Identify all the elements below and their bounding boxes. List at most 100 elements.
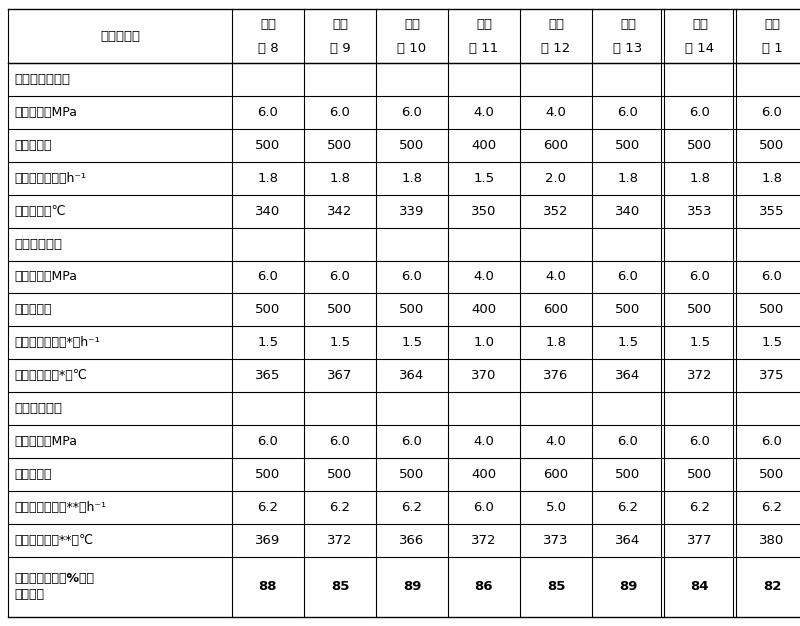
Text: 反应压力，MPa: 反应压力，MPa [14, 270, 78, 284]
Text: 例 1: 例 1 [762, 41, 782, 54]
Text: 6.2: 6.2 [258, 501, 278, 514]
Text: 366: 366 [399, 533, 425, 546]
Text: 89: 89 [618, 580, 637, 593]
Text: 1.5: 1.5 [618, 336, 638, 349]
Text: 500: 500 [255, 304, 281, 316]
Text: 350: 350 [471, 205, 497, 218]
Text: 369: 369 [255, 533, 281, 546]
Text: 6.0: 6.0 [402, 270, 422, 284]
Text: 340: 340 [615, 205, 641, 218]
Text: 氢油体积比: 氢油体积比 [14, 139, 52, 152]
Text: 372: 372 [327, 533, 353, 546]
Text: 500: 500 [687, 139, 713, 152]
Text: 加氢预精制条件: 加氢预精制条件 [14, 73, 70, 86]
Text: 6.0: 6.0 [330, 435, 350, 448]
Text: 对比: 对比 [764, 18, 780, 31]
Text: 400: 400 [471, 139, 497, 152]
Text: 500: 500 [255, 139, 281, 152]
Text: 2.0: 2.0 [546, 172, 566, 185]
Text: 352: 352 [543, 205, 569, 218]
Text: 500: 500 [399, 468, 425, 481]
Text: 500: 500 [687, 468, 713, 481]
Text: 6.2: 6.2 [330, 501, 350, 514]
Text: 实施: 实施 [692, 18, 708, 31]
Text: 500: 500 [615, 304, 641, 316]
Text: 372: 372 [687, 369, 713, 382]
Text: 1.5: 1.5 [402, 336, 422, 349]
Text: 82: 82 [763, 580, 781, 593]
Text: 364: 364 [399, 369, 425, 382]
Text: 实施: 实施 [548, 18, 564, 31]
Text: 总液时体积空速*，h⁻¹: 总液时体积空速*，h⁻¹ [14, 336, 100, 349]
Text: 实施: 实施 [332, 18, 348, 31]
Text: 4.0: 4.0 [474, 435, 494, 448]
Text: 实施例编号: 实施例编号 [100, 30, 140, 43]
Text: 364: 364 [615, 533, 641, 546]
Text: 氢油体积比: 氢油体积比 [14, 304, 52, 316]
Text: 实施: 实施 [404, 18, 420, 31]
Text: 例 8: 例 8 [258, 41, 278, 54]
Text: 例 9: 例 9 [330, 41, 350, 54]
Text: 4.0: 4.0 [546, 270, 566, 284]
Text: 500: 500 [399, 304, 425, 316]
Text: 86: 86 [474, 580, 494, 593]
Text: 低凝柴油收率，%（质
量分数）: 低凝柴油收率，%（质 量分数） [14, 572, 94, 601]
Text: 89: 89 [402, 580, 421, 593]
Text: 1.8: 1.8 [546, 336, 566, 349]
Text: 500: 500 [327, 139, 353, 152]
Text: 总液时体积空速**，h⁻¹: 总液时体积空速**，h⁻¹ [14, 501, 106, 514]
Text: 373: 373 [543, 533, 569, 546]
Text: 500: 500 [759, 139, 785, 152]
Text: 1.5: 1.5 [762, 336, 782, 349]
Text: 例 12: 例 12 [542, 41, 570, 54]
Text: 372: 372 [471, 533, 497, 546]
Text: 1.5: 1.5 [330, 336, 350, 349]
Text: 平均反应温度*，℃: 平均反应温度*，℃ [14, 369, 87, 382]
Text: 1.8: 1.8 [402, 172, 422, 185]
Text: 6.0: 6.0 [402, 106, 422, 119]
Text: 400: 400 [471, 304, 497, 316]
Text: 6.2: 6.2 [762, 501, 782, 514]
Text: 500: 500 [399, 139, 425, 152]
Text: 1.5: 1.5 [690, 336, 710, 349]
Text: 1.8: 1.8 [762, 172, 782, 185]
Text: 6.0: 6.0 [258, 435, 278, 448]
Text: 500: 500 [759, 468, 785, 481]
Text: 85: 85 [546, 580, 565, 593]
Text: 6.0: 6.0 [690, 270, 710, 284]
Text: 反应压力，MPa: 反应压力，MPa [14, 106, 78, 119]
Text: 6.0: 6.0 [258, 106, 278, 119]
Text: 4.0: 4.0 [546, 435, 566, 448]
Text: 1.8: 1.8 [258, 172, 278, 185]
Text: 600: 600 [543, 139, 569, 152]
Text: 377: 377 [687, 533, 713, 546]
Text: 370: 370 [471, 369, 497, 382]
Text: 500: 500 [327, 304, 353, 316]
Text: 353: 353 [687, 205, 713, 218]
Text: 88: 88 [258, 580, 277, 593]
Text: 实施: 实施 [620, 18, 636, 31]
Text: 364: 364 [615, 369, 641, 382]
Text: 4.0: 4.0 [474, 270, 494, 284]
Text: 6.0: 6.0 [618, 435, 638, 448]
Text: 1.8: 1.8 [330, 172, 350, 185]
Text: 500: 500 [687, 304, 713, 316]
Text: 1.8: 1.8 [618, 172, 638, 185]
Text: 600: 600 [543, 468, 569, 481]
Text: 6.0: 6.0 [762, 106, 782, 119]
Text: 6.0: 6.0 [258, 270, 278, 284]
Text: 376: 376 [543, 369, 569, 382]
Text: 临氢降凝条件: 临氢降凝条件 [14, 237, 62, 250]
Text: 6.0: 6.0 [402, 435, 422, 448]
Text: 例 11: 例 11 [470, 41, 498, 54]
Text: 反应温度，℃: 反应温度，℃ [14, 205, 66, 218]
Text: 例 14: 例 14 [686, 41, 714, 54]
Text: 6.2: 6.2 [690, 501, 710, 514]
Text: 平均反应温度**，℃: 平均反应温度**，℃ [14, 533, 94, 546]
Text: 600: 600 [543, 304, 569, 316]
Text: 355: 355 [759, 205, 785, 218]
Text: 6.0: 6.0 [330, 106, 350, 119]
Text: 1.5: 1.5 [474, 172, 494, 185]
Text: 6.2: 6.2 [402, 501, 422, 514]
Text: 85: 85 [330, 580, 349, 593]
